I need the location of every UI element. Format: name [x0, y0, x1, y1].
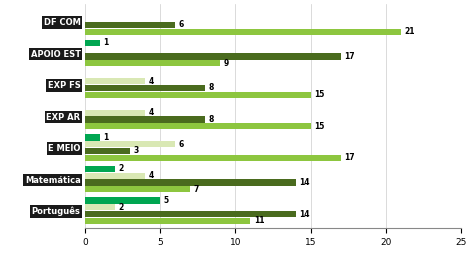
Bar: [85, 40, 100, 46]
Text: 9: 9: [224, 59, 229, 68]
Bar: [85, 91, 310, 98]
Bar: [85, 155, 341, 161]
Text: 11: 11: [254, 216, 265, 225]
Bar: [85, 85, 205, 91]
Bar: [85, 204, 115, 210]
Text: 2: 2: [119, 203, 124, 212]
Text: 1: 1: [104, 38, 109, 47]
Text: 5: 5: [164, 196, 169, 205]
Text: 17: 17: [344, 52, 355, 61]
Text: 1: 1: [104, 133, 109, 142]
Text: 15: 15: [314, 90, 325, 99]
Text: 6: 6: [179, 140, 184, 149]
Bar: [85, 197, 160, 203]
Bar: [85, 141, 175, 147]
Text: 4: 4: [149, 77, 154, 86]
Bar: [85, 211, 295, 217]
Text: 4: 4: [149, 171, 154, 180]
Text: 8: 8: [209, 83, 214, 92]
Bar: [85, 53, 341, 59]
Bar: [85, 78, 145, 84]
Bar: [85, 148, 130, 154]
Text: 4: 4: [149, 108, 154, 117]
Bar: [85, 22, 175, 28]
Bar: [85, 116, 205, 123]
Text: 17: 17: [344, 153, 355, 162]
Text: 15: 15: [314, 122, 325, 131]
Bar: [85, 166, 115, 172]
Bar: [85, 173, 145, 179]
Text: 3: 3: [134, 147, 139, 155]
Bar: [85, 134, 100, 141]
Bar: [85, 218, 251, 224]
Text: 6: 6: [179, 20, 184, 29]
Bar: [85, 179, 295, 186]
Text: 7: 7: [194, 185, 199, 194]
Bar: [85, 60, 220, 66]
Bar: [85, 110, 145, 116]
Text: 2: 2: [119, 165, 124, 173]
Bar: [85, 123, 310, 129]
Text: 14: 14: [299, 210, 310, 219]
Bar: [85, 186, 190, 192]
Bar: [85, 29, 401, 35]
Text: 14: 14: [299, 178, 310, 187]
Text: 8: 8: [209, 115, 214, 124]
Text: 21: 21: [405, 27, 415, 36]
